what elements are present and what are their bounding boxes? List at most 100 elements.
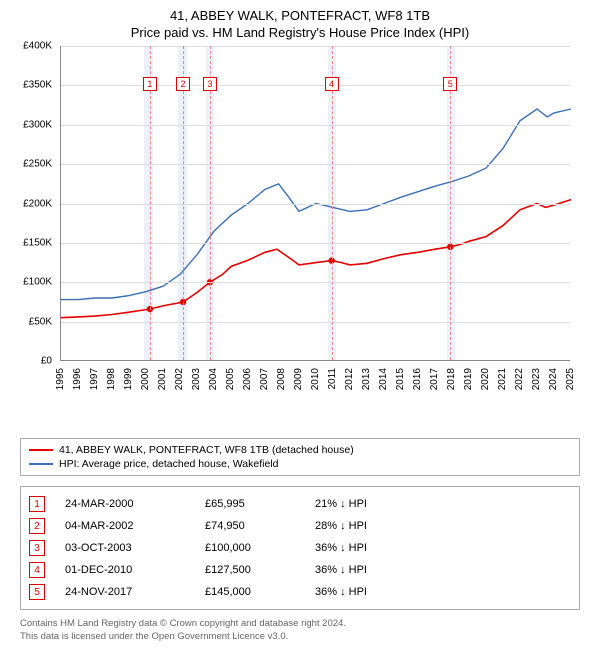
x-axis-label: 2019: [463, 368, 474, 390]
x-axis-label: 2001: [157, 368, 168, 390]
event-row-number: 5: [29, 584, 45, 600]
x-axis-label: 2017: [429, 368, 440, 390]
y-axis-label: £50K: [29, 316, 52, 327]
x-axis-label: 2015: [395, 368, 406, 390]
event-dash-line: [450, 46, 451, 360]
event-row-date: 24-MAR-2000: [65, 498, 185, 510]
legend-label: HPI: Average price, detached house, Wake…: [59, 458, 278, 470]
x-axis-label: 1998: [106, 368, 117, 390]
event-marker-1: 1: [143, 77, 157, 91]
x-axis-label: 1999: [123, 368, 134, 390]
event-row-price: £127,500: [205, 564, 295, 576]
grid-line-h: [61, 125, 570, 126]
event-dash-line: [183, 46, 184, 360]
event-row-date: 03-OCT-2003: [65, 542, 185, 554]
x-axis-label: 2016: [412, 368, 423, 390]
legend-swatch: [29, 449, 53, 451]
x-axis-label: 2012: [344, 368, 355, 390]
x-axis-label: 2021: [497, 368, 508, 390]
grid-line-h: [61, 85, 570, 86]
x-axis-label: 2023: [531, 368, 542, 390]
x-axis-label: 1997: [89, 368, 100, 390]
y-axis-label: £350K: [23, 80, 52, 91]
x-axis-label: 2013: [361, 368, 372, 390]
event-row-diff: 36% ↓ HPI: [315, 542, 425, 554]
event-row-date: 24-NOV-2017: [65, 586, 185, 598]
event-marker-2: 2: [176, 77, 190, 91]
event-row-diff: 21% ↓ HPI: [315, 498, 425, 510]
x-axis-label: 2011: [327, 368, 338, 390]
x-axis-label: 2014: [378, 368, 389, 390]
grid-line-h: [61, 164, 570, 165]
event-row-number: 1: [29, 496, 45, 512]
event-row: 5 24-NOV-2017 £145,000 36% ↓ HPI: [29, 581, 571, 603]
x-axis-label: 2008: [276, 368, 287, 390]
legend-label: 41, ABBEY WALK, PONTEFRACT, WF8 1TB (det…: [59, 444, 354, 456]
footnote: Contains HM Land Registry data © Crown c…: [20, 618, 580, 644]
x-axis-label: 2003: [191, 368, 202, 390]
legend-row: 41, ABBEY WALK, PONTEFRACT, WF8 1TB (det…: [29, 443, 571, 457]
event-row-diff: 36% ↓ HPI: [315, 564, 425, 576]
y-axis-label: £0: [41, 356, 52, 367]
x-axis-label: 2009: [293, 368, 304, 390]
x-axis-label: 2000: [140, 368, 151, 390]
event-row: 3 03-OCT-2003 £100,000 36% ↓ HPI: [29, 537, 571, 559]
event-marker-3: 3: [203, 77, 217, 91]
grid-line-h: [61, 243, 570, 244]
chart-title-subtitle: Price paid vs. HM Land Registry's House …: [10, 25, 590, 40]
event-row-price: £65,995: [205, 498, 295, 510]
event-row-diff: 28% ↓ HPI: [315, 520, 425, 532]
legend-swatch: [29, 463, 53, 465]
event-row-date: 04-MAR-2002: [65, 520, 185, 532]
x-axis-label: 2004: [208, 368, 219, 390]
grid-line-h: [61, 204, 570, 205]
event-dash-line: [210, 46, 211, 360]
x-axis-label: 2020: [480, 368, 491, 390]
chart-container: 41, ABBEY WALK, PONTEFRACT, WF8 1TB Pric…: [0, 0, 600, 654]
x-axis-label: 2022: [514, 368, 525, 390]
title-block: 41, ABBEY WALK, PONTEFRACT, WF8 1TB Pric…: [10, 8, 590, 40]
y-axis-label: £100K: [23, 277, 52, 288]
x-axis-label: 2010: [310, 368, 321, 390]
plot-area: 12345: [60, 46, 570, 361]
chart-area: 12345 £0£50K£100K£150K£200K£250K£300K£35…: [20, 46, 580, 396]
y-axis-label: £150K: [23, 237, 52, 248]
event-row-price: £145,000: [205, 586, 295, 598]
event-row: 1 24-MAR-2000 £65,995 21% ↓ HPI: [29, 493, 571, 515]
x-axis-label: 2002: [174, 368, 185, 390]
event-row-number: 4: [29, 562, 45, 578]
x-axis-label: 2024: [548, 368, 559, 390]
x-axis-label: 2005: [225, 368, 236, 390]
event-row-number: 2: [29, 518, 45, 534]
event-row-diff: 36% ↓ HPI: [315, 586, 425, 598]
x-axis-label: 2018: [446, 368, 457, 390]
x-axis-label: 1995: [55, 368, 66, 390]
legend-box: 41, ABBEY WALK, PONTEFRACT, WF8 1TB (det…: [20, 438, 580, 476]
grid-line-h: [61, 322, 570, 323]
y-axis-label: £250K: [23, 159, 52, 170]
footnote-line2: This data is licensed under the Open Gov…: [20, 631, 580, 644]
event-marker-4: 4: [325, 77, 339, 91]
event-row: 4 01-DEC-2010 £127,500 36% ↓ HPI: [29, 559, 571, 581]
y-axis-label: £400K: [23, 41, 52, 52]
event-dash-line: [150, 46, 151, 360]
x-axis-label: 2006: [242, 368, 253, 390]
y-axis-label: £300K: [23, 119, 52, 130]
x-axis-label: 1996: [72, 368, 83, 390]
grid-line-h: [61, 46, 570, 47]
grid-line-h: [61, 282, 570, 283]
y-axis-label: £200K: [23, 198, 52, 209]
x-axis-label: 2025: [565, 368, 576, 390]
event-marker-5: 5: [443, 77, 457, 91]
series-line-property: [61, 200, 571, 318]
events-table: 1 24-MAR-2000 £65,995 21% ↓ HPI 2 04-MAR-2002…: [20, 486, 580, 610]
event-row-price: £100,000: [205, 542, 295, 554]
footnote-line1: Contains HM Land Registry data © Crown c…: [20, 618, 580, 631]
legend-row: HPI: Average price, detached house, Wake…: [29, 457, 571, 471]
event-dash-line: [332, 46, 333, 360]
chart-title-address: 41, ABBEY WALK, PONTEFRACT, WF8 1TB: [10, 8, 590, 23]
x-axis-label: 2007: [259, 368, 270, 390]
event-row-date: 01-DEC-2010: [65, 564, 185, 576]
event-row-number: 3: [29, 540, 45, 556]
event-row-price: £74,950: [205, 520, 295, 532]
